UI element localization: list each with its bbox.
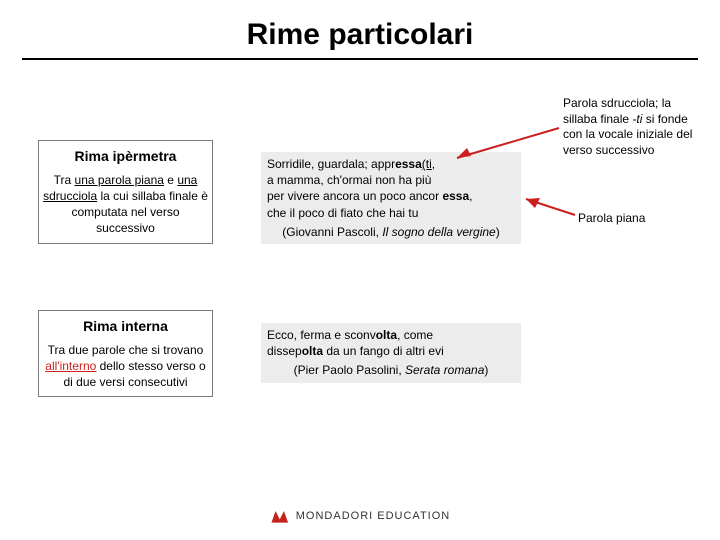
quote-line: che il poco di fiato che hai tu: [267, 205, 515, 221]
box-heading: Rima ipèrmetra: [43, 147, 208, 166]
box-body: Tra una parola piana e una sdrucciola la…: [43, 172, 208, 237]
quote-source: (Pier Paolo Pasolini, Serata romana): [267, 362, 515, 378]
quote-line: Ecco, ferma e sconvolta, come: [267, 327, 515, 343]
box-ipermetra: Rima ipèrmetra Tra una parola piana e un…: [38, 140, 213, 244]
annotation-sdrucciola: Parola sdrucciola; la sillaba finale -ti…: [563, 96, 695, 158]
box-body: Tra due parole che si trovano all'intern…: [43, 342, 208, 391]
quote-line: a mamma, ch'ormai non ha più: [267, 172, 515, 188]
quote-pasolini: Ecco, ferma e sconvolta, come dissepolta…: [261, 323, 521, 383]
box-heading: Rima interna: [43, 317, 208, 336]
arrow-icon: [520, 195, 580, 221]
quote-source: (Giovanni Pascoli, Il sogno della vergin…: [267, 224, 515, 240]
publisher-logo: MONDADORI EDUCATION: [270, 506, 450, 526]
mondadori-icon: [270, 506, 290, 526]
annotation-piana: Parola piana: [578, 211, 645, 227]
arrow-icon: [449, 125, 569, 165]
quote-line: dissepolta da un fango di altri evi: [267, 343, 515, 359]
page-title: Rime particolari: [0, 0, 720, 58]
quote-line: per vivere ancora un poco ancor essa,: [267, 188, 515, 204]
logo-text: MONDADORI EDUCATION: [296, 510, 450, 522]
quote-pascoli: Sorridile, guardala; appressa(ti, a mamm…: [261, 152, 521, 244]
title-rule: [22, 58, 698, 60]
box-interna: Rima interna Tra due parole che si trova…: [38, 310, 213, 397]
